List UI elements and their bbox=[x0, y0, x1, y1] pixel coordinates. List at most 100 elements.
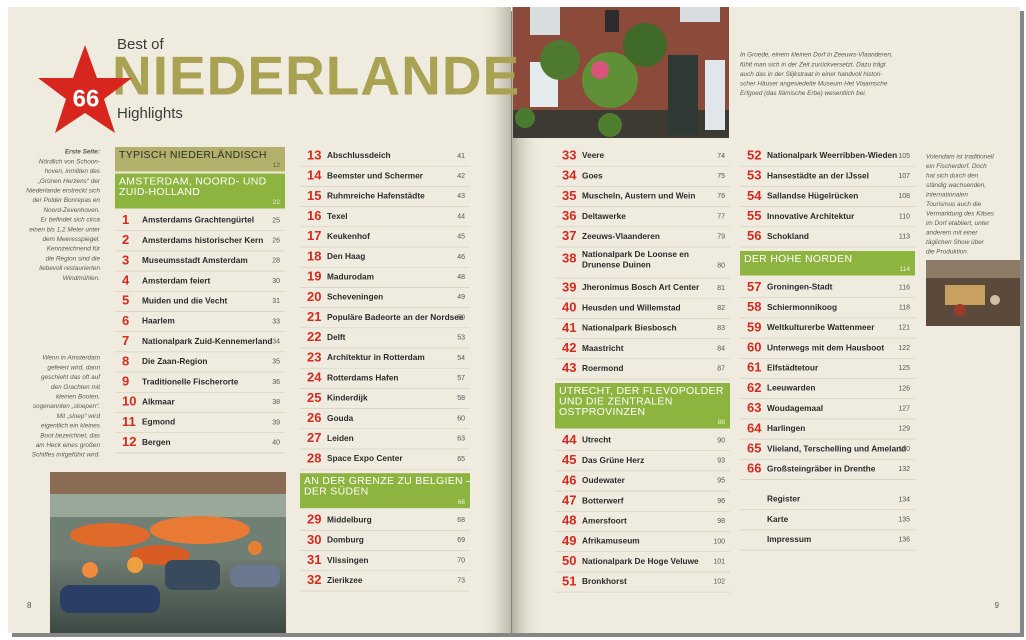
item-page: 44 bbox=[457, 213, 465, 220]
item-title: Texel bbox=[327, 211, 348, 221]
item-page: 75 bbox=[717, 173, 725, 180]
item-title: Scheveningen bbox=[327, 292, 383, 302]
item-number: 41 bbox=[562, 320, 576, 335]
section-title: ZUID-HOLLAND bbox=[119, 186, 200, 198]
item-number: 30 bbox=[307, 532, 321, 547]
item-title: Heusden und Willemstad bbox=[582, 302, 681, 312]
item-number: 56 bbox=[747, 228, 761, 243]
item-number: 39 bbox=[562, 279, 576, 294]
item-title: Maastricht bbox=[582, 343, 624, 353]
section-title: AN DER GRENZE ZU BELGIEN – bbox=[304, 475, 472, 487]
item-title: Vlieland, Terschelling und Ameland bbox=[767, 443, 906, 453]
item-page: 70 bbox=[457, 557, 465, 564]
item-number: 60 bbox=[747, 340, 761, 355]
item-title: Nationalpark Weerribben-Wieden bbox=[767, 150, 897, 160]
item-page: 30 bbox=[272, 278, 280, 285]
item-number: 44 bbox=[562, 432, 577, 447]
item-page: 45 bbox=[457, 234, 465, 241]
item-number: 34 bbox=[562, 168, 577, 183]
item-page: 113 bbox=[899, 234, 910, 241]
item-number: 49 bbox=[562, 533, 576, 548]
item-page: 101 bbox=[713, 559, 725, 566]
item-page: 74 bbox=[717, 153, 725, 160]
item-page: 83 bbox=[717, 325, 725, 332]
item-title: Amsterdams Grachtengürtel bbox=[142, 215, 254, 225]
caption-line: Erfgoed (das flämische Erbe) wesentlich … bbox=[740, 90, 866, 97]
caption-line: hat sich durch den bbox=[926, 173, 979, 180]
item-number: 8 bbox=[122, 353, 129, 368]
item-page: 135 bbox=[898, 517, 910, 524]
item-number: 48 bbox=[562, 513, 576, 528]
item-title: Woudagemaal bbox=[767, 403, 823, 413]
item-number: 66 bbox=[747, 461, 761, 476]
item-title: Bergen bbox=[142, 437, 171, 447]
item-title: Abschlussdeich bbox=[327, 150, 391, 160]
item-number: 13 bbox=[307, 147, 321, 162]
highlights: Highlights bbox=[117, 105, 183, 122]
caption-line: Noord-Zevenhoven. bbox=[44, 207, 100, 214]
item-title: Elfstädtetour bbox=[767, 362, 819, 372]
item-page: 42 bbox=[457, 173, 465, 180]
item-page: 116 bbox=[899, 284, 910, 291]
item-title: Weltkulturerbe Wattenmeer bbox=[767, 322, 875, 332]
item-title: Das Grüne Herz bbox=[582, 455, 644, 465]
item-title: Architektur in Rotterdam bbox=[327, 352, 425, 362]
item-page: 41 bbox=[457, 153, 465, 160]
item-number: 14 bbox=[307, 168, 322, 183]
item-page: 122 bbox=[898, 345, 910, 352]
item-page: 95 bbox=[717, 478, 725, 485]
section-title: UTRECHT, DER FLEVOPOLDER bbox=[559, 385, 724, 397]
item-page: 35 bbox=[272, 359, 280, 366]
item-title: Middelburg bbox=[327, 514, 372, 524]
section-title: OSTPROVINZEN bbox=[559, 406, 645, 418]
item-title: Museumsstadt Amsterdam bbox=[142, 255, 248, 265]
item-title: Keukenhof bbox=[327, 231, 370, 241]
item-title: Amersfoort bbox=[582, 515, 627, 525]
item-title: Oudewater bbox=[582, 475, 626, 485]
item-title: Zeeuws-Vlaanderen bbox=[582, 231, 660, 241]
item-number: 31 bbox=[307, 552, 321, 567]
item-page: 28 bbox=[272, 258, 280, 265]
item-title: Nationalpark De Hoge Veluwe bbox=[582, 556, 699, 566]
item-number: 7 bbox=[122, 333, 129, 348]
item-number: 59 bbox=[747, 319, 761, 334]
item-page: 87 bbox=[717, 366, 725, 373]
item-title: Afrikamuseum bbox=[582, 536, 640, 546]
caption-line: fühlt man sich in der Zeit zurückversetz… bbox=[740, 61, 886, 68]
item-number: 64 bbox=[747, 420, 762, 435]
item-number: 55 bbox=[747, 208, 761, 223]
item-page: 69 bbox=[457, 537, 465, 544]
item-title: Amsterdams historischer Kern bbox=[142, 235, 263, 245]
caption-line: internationalen bbox=[926, 192, 968, 199]
item-page: 121 bbox=[898, 325, 910, 332]
caption-line: im Dorf etabliert, unter bbox=[926, 220, 990, 227]
item-number: 6 bbox=[122, 313, 129, 328]
item-page: 50 bbox=[457, 314, 465, 321]
section-title: DER SÜDEN bbox=[304, 485, 369, 497]
item-title: Botterwerf bbox=[582, 495, 624, 505]
item-number: 4 bbox=[122, 273, 130, 288]
item-page: 73 bbox=[457, 578, 465, 585]
item-title: Rotterdams Hafen bbox=[327, 372, 398, 382]
item-number: 47 bbox=[562, 493, 576, 508]
item-title: Kinderdijk bbox=[327, 393, 368, 403]
item-number: 15 bbox=[307, 188, 321, 203]
item-number: 26 bbox=[307, 410, 321, 425]
item-number: 27 bbox=[307, 430, 321, 445]
item-page: 53 bbox=[457, 335, 465, 342]
section-header bbox=[115, 173, 285, 209]
item-title: Den Haag bbox=[327, 251, 365, 261]
item-number: 65 bbox=[747, 441, 761, 456]
caption-line: Vermarktung des Käses bbox=[926, 211, 995, 218]
item-number: 2 bbox=[122, 232, 129, 247]
section-header bbox=[555, 383, 730, 429]
caption-line: Boot bezeichnet, das bbox=[40, 432, 100, 439]
item-page: 25 bbox=[272, 217, 280, 224]
caption-line: ständig wachsenden, bbox=[926, 182, 986, 189]
caption-line: täglichen Show über bbox=[926, 239, 985, 246]
item-title: Muiden und die Vecht bbox=[142, 295, 228, 305]
item-title: Drunense Duinen bbox=[582, 260, 651, 270]
item-page: 33 bbox=[272, 318, 280, 325]
caption-line: den Grachten mit bbox=[51, 384, 100, 391]
